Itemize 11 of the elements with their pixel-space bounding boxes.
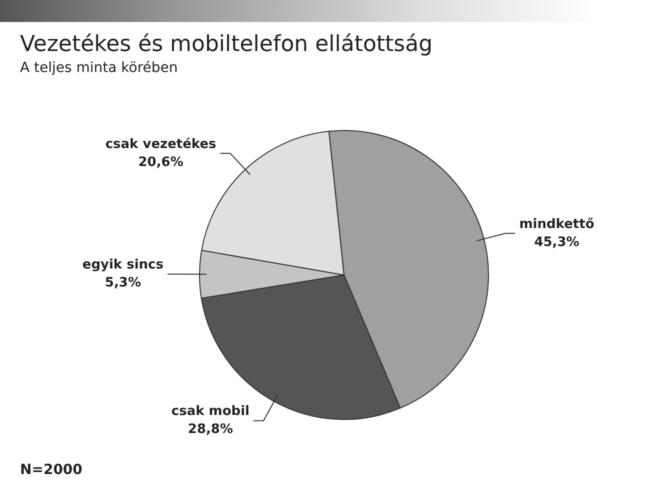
slice-label: csak mobil (171, 404, 250, 420)
chart-subtitle: A teljes minta körében (20, 60, 178, 76)
slice-label: egyik sincs (82, 258, 164, 273)
data-label: 5,3% (104, 276, 141, 291)
slice-label: csak vezetékes (105, 136, 217, 152)
slice-label: mindkettő (519, 216, 594, 232)
chart-title: Vezetékes és mobiltelefon ellátottság (20, 32, 433, 57)
data-label: 28,8% (188, 422, 233, 438)
text: N=2000 (20, 462, 82, 478)
data-label: 20,6% (138, 154, 184, 170)
data-label: 45,3% (534, 234, 580, 250)
